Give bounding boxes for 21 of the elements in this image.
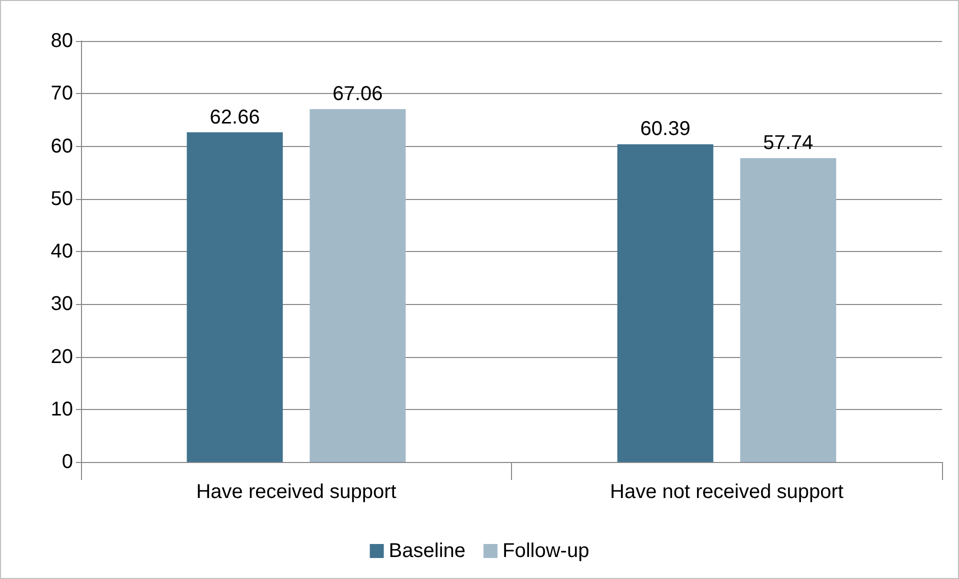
- y-tick-label: 50: [50, 188, 73, 210]
- y-tick-label: 80: [50, 30, 73, 52]
- legend-label: Baseline: [388, 540, 466, 562]
- data-label: 60.39: [640, 118, 690, 140]
- bar: [310, 109, 406, 462]
- data-label: 67.06: [332, 83, 383, 106]
- x-tick-label: Have received support: [196, 481, 397, 503]
- y-tick-label: 60: [50, 135, 73, 158]
- bar: [186, 132, 283, 462]
- y-tick-label: 0: [62, 451, 73, 473]
- y-tick-label: 10: [50, 398, 73, 420]
- y-tick-label: 40: [50, 240, 73, 262]
- x-tick-label: Have not received support: [610, 481, 844, 503]
- data-label: 62.66: [210, 106, 260, 128]
- bar: [740, 158, 836, 462]
- y-tick-label: 20: [50, 346, 73, 368]
- legend-label: Follow-up: [502, 540, 590, 562]
- y-tick-label: 70: [50, 82, 73, 105]
- bar: [617, 144, 714, 462]
- data-label: 57.74: [763, 132, 814, 154]
- y-tick-label: 30: [50, 293, 73, 316]
